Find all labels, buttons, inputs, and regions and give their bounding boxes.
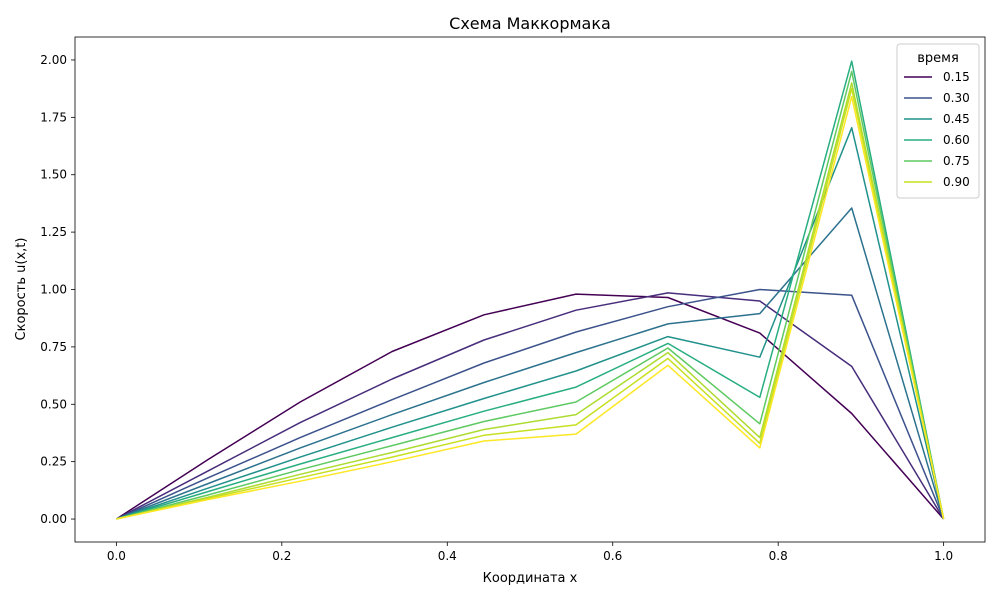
x-tick-label: 0.4 bbox=[438, 549, 457, 563]
legend-label: 0.60 bbox=[943, 133, 970, 147]
series-layer bbox=[115, 60, 945, 520]
series-line-3 bbox=[116, 288, 945, 520]
x-tick-label: 0.0 bbox=[107, 549, 126, 563]
series-line-8 bbox=[116, 82, 945, 520]
legend: время 0.15 0.30 0.45 0.60 0.75 0.90 bbox=[896, 43, 980, 199]
y-tick-label: 1.75 bbox=[40, 110, 67, 124]
y-tick-label: 1.25 bbox=[40, 225, 67, 239]
y-tick-label: 0.00 bbox=[40, 512, 67, 526]
x-tick-label: 1.0 bbox=[934, 549, 953, 563]
legend-label: 0.15 bbox=[943, 70, 970, 84]
x-tick-label: 0.8 bbox=[769, 549, 788, 563]
series-line-5 bbox=[116, 126, 945, 520]
y-axis-label: Скорость u(x,t) bbox=[14, 238, 29, 341]
chart-title: Схема Маккормака bbox=[449, 14, 611, 33]
y-tick-label: 1.00 bbox=[40, 283, 67, 297]
y-tick-label: 2.00 bbox=[40, 53, 67, 67]
plot-frame bbox=[74, 36, 986, 543]
series-line-9 bbox=[116, 87, 945, 520]
legend-label: 0.30 bbox=[943, 91, 970, 105]
series-line-7 bbox=[116, 70, 945, 520]
legend-box bbox=[896, 43, 980, 199]
y-tick-label: 0.50 bbox=[40, 397, 67, 411]
y-tick-label: 0.25 bbox=[40, 455, 67, 469]
series-line-6 bbox=[116, 60, 945, 520]
x-tick-label: 0.6 bbox=[603, 549, 622, 563]
legend-entries: 0.15 0.30 0.45 0.60 0.75 0.90 bbox=[904, 70, 970, 189]
y-tick-label: 0.75 bbox=[40, 340, 67, 354]
y-tick-label: 1.50 bbox=[40, 168, 67, 182]
legend-label: 0.75 bbox=[943, 154, 970, 168]
x-axis-label: Координата x bbox=[483, 571, 578, 586]
series-line-2 bbox=[116, 292, 945, 520]
legend-title: время bbox=[917, 51, 959, 66]
axes-layer: 0.0 0.2 0.4 0.6 0.8 1.0 0.00 0.25 0.50 0.75 1.00 1.… bbox=[40, 36, 986, 563]
series-line-1 bbox=[115, 293, 945, 520]
series-line-10 bbox=[116, 95, 945, 520]
legend-label: 0.45 bbox=[943, 112, 970, 126]
x-tick-label: 0.2 bbox=[272, 549, 291, 563]
series-line-4 bbox=[116, 207, 945, 520]
legend-label: 0.90 bbox=[943, 175, 970, 189]
